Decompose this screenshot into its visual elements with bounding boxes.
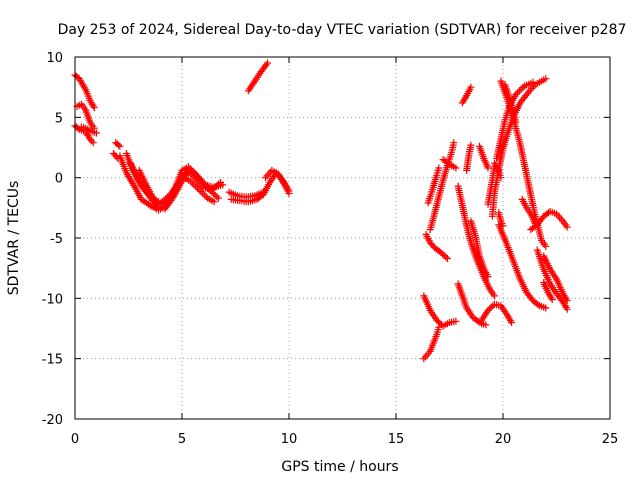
series-trace [518,195,539,227]
x-tick-label: 5 [178,432,186,447]
series-trace [135,163,227,208]
x-tick-label: 0 [71,432,79,447]
plus-markers [112,139,124,150]
plus-markers [476,142,492,172]
plus-markers [439,156,460,172]
series-trace [424,164,443,207]
series-trace [478,300,516,326]
data-points [71,59,571,363]
series-trace [467,217,492,281]
series-trace [77,123,100,137]
plus-markers [135,163,227,208]
chart-title: Day 253 of 2024, Sidereal Day-to-day VTE… [58,22,627,38]
x-tick-label: 10 [281,432,298,447]
plus-markers [484,163,498,208]
series-trace [533,246,571,313]
series-trace [527,208,571,234]
x-axis-title: GPS time / hours [281,459,398,475]
series-trace [454,280,490,329]
plus-markers [262,166,293,197]
y-tick-label: 10 [46,51,63,66]
y-tick-label: 5 [55,111,63,126]
axis-ticks [74,56,611,420]
y-tick-label: -5 [50,232,63,247]
plus-markers [244,59,272,95]
y-tick-labels: -20 -15 -10 -5 0 5 10 [42,51,63,428]
series-trace [420,292,460,330]
series-trace [495,221,550,312]
y-tick-label: -15 [42,353,63,368]
plus-markers [540,252,571,305]
series-trace [463,141,475,174]
plus-markers [422,230,451,262]
plus-markers [540,279,556,303]
series-trace [244,59,272,95]
series-trace [540,252,571,305]
plus-markers [454,182,498,300]
series-trace [422,230,451,262]
plus-markers [527,208,571,234]
series-trace [476,142,492,172]
plus-markers [495,221,550,312]
x-tick-label: 25 [602,432,619,447]
plus-markers [73,100,98,132]
series-trace [540,279,556,303]
series-trace [262,166,293,197]
grid-lines [75,57,610,419]
plus-markers [518,195,539,227]
series-trace [112,139,124,150]
series-trace [501,81,520,126]
plus-markers [495,209,507,230]
y-tick-label: -20 [42,413,63,428]
x-tick-label: 20 [495,432,512,447]
y-tick-label: 0 [55,172,63,187]
series-trace [484,163,498,208]
plus-markers [458,83,475,107]
series-trace [439,156,460,172]
series-trace [490,159,505,182]
series-trace [73,100,98,132]
series-trace [458,83,475,107]
plus-markers [490,159,505,182]
plus-markers [420,323,443,363]
plus-markers [478,300,516,326]
series-trace [454,182,498,300]
y-tick-label: -10 [42,292,63,307]
x-tick-label: 15 [388,432,405,447]
plus-markers [77,123,100,137]
plus-markers [463,141,475,174]
plus-markers [424,164,443,207]
y-axis-title: SDTVAR / TECUs [6,181,22,296]
plus-markers [501,81,520,126]
plus-markers [467,217,492,281]
series-trace [495,209,507,230]
plus-markers [454,280,490,329]
series-trace [420,323,443,363]
x-tick-labels: 0 5 10 15 20 25 [71,432,618,447]
plus-markers [420,292,460,330]
plus-markers [533,246,571,313]
